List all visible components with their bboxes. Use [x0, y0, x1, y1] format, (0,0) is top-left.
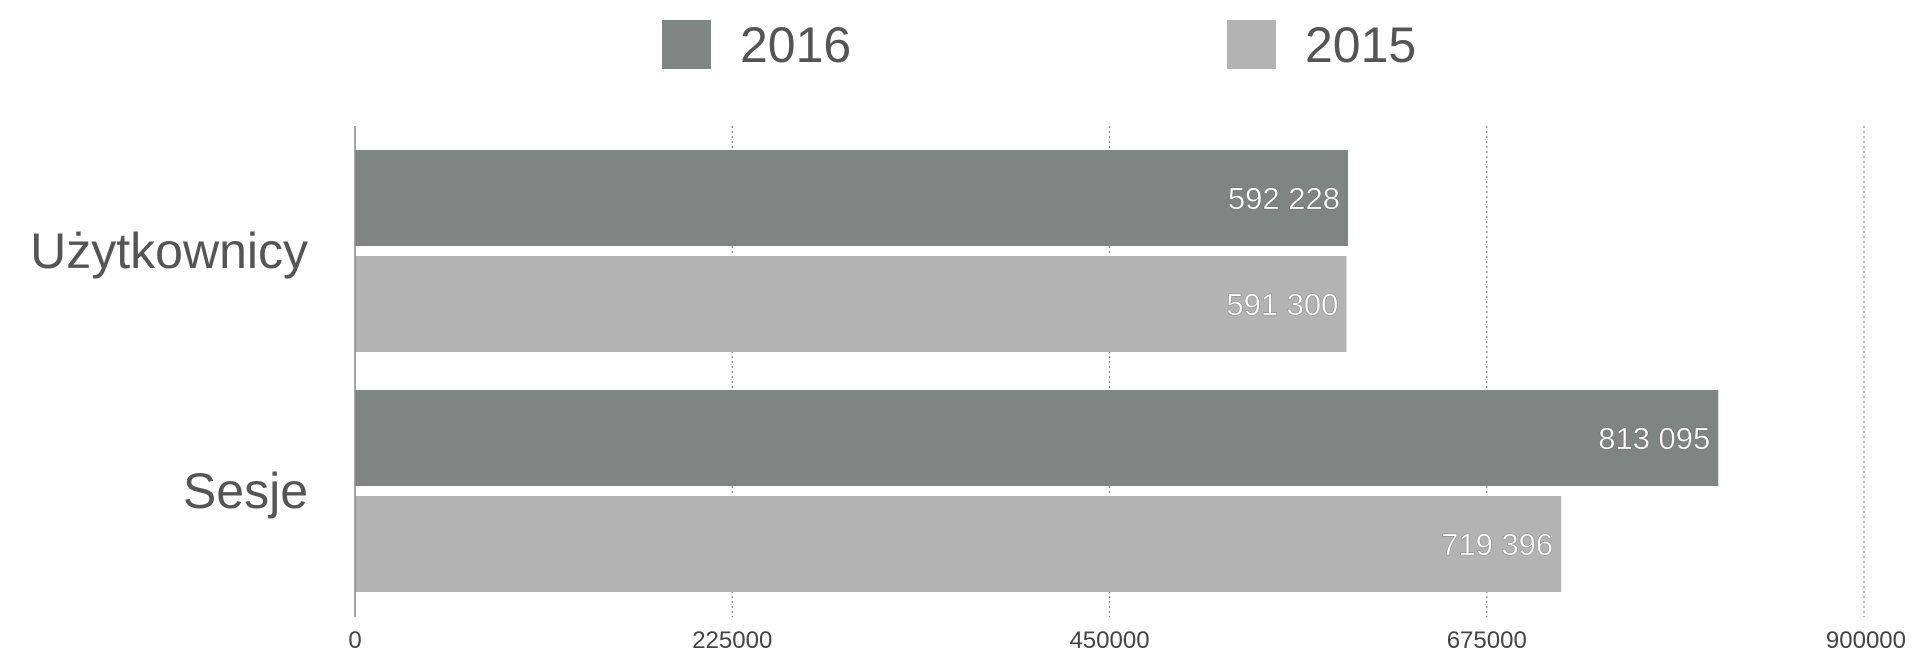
category-labels: Użytkownicy Sesje	[30, 223, 308, 519]
tick-label-450000: 450000	[1069, 627, 1149, 650]
legend: 2016 2015	[662, 17, 1416, 73]
data-label-uzytkownicy-2016: 592 228	[1228, 181, 1340, 216]
data-label-sesje-2016: 813 095	[1598, 421, 1710, 456]
legend-label-2016: 2016	[740, 17, 851, 73]
data-label-uzytkownicy-2015: 591 300	[1226, 287, 1338, 322]
tick-label-675000: 675000	[1447, 627, 1527, 650]
legend-label-2015: 2015	[1305, 17, 1416, 73]
tick-label-900000: 900000	[1826, 627, 1906, 650]
x-axis-ticks: 0 225000 450000 675000 900000	[348, 627, 1906, 650]
category-label-uzytkownicy: Użytkownicy	[30, 223, 308, 279]
bars: 592 228 591 300 813 095 719 396	[354, 126, 1719, 617]
tick-label-0: 0	[348, 627, 361, 650]
tick-label-225000: 225000	[692, 627, 772, 650]
data-label-sesje-2015: 719 396	[1441, 527, 1553, 562]
category-label-sesje: Sesje	[183, 463, 308, 519]
bar-uzytkownicy-2016	[355, 150, 1348, 246]
bar-sesje-2016	[355, 390, 1719, 486]
bar-uzytkownicy-2015	[355, 256, 1347, 352]
bar-sesje-2015	[355, 496, 1562, 592]
legend-swatch-2016	[662, 20, 711, 69]
legend-swatch-2015	[1227, 20, 1276, 69]
